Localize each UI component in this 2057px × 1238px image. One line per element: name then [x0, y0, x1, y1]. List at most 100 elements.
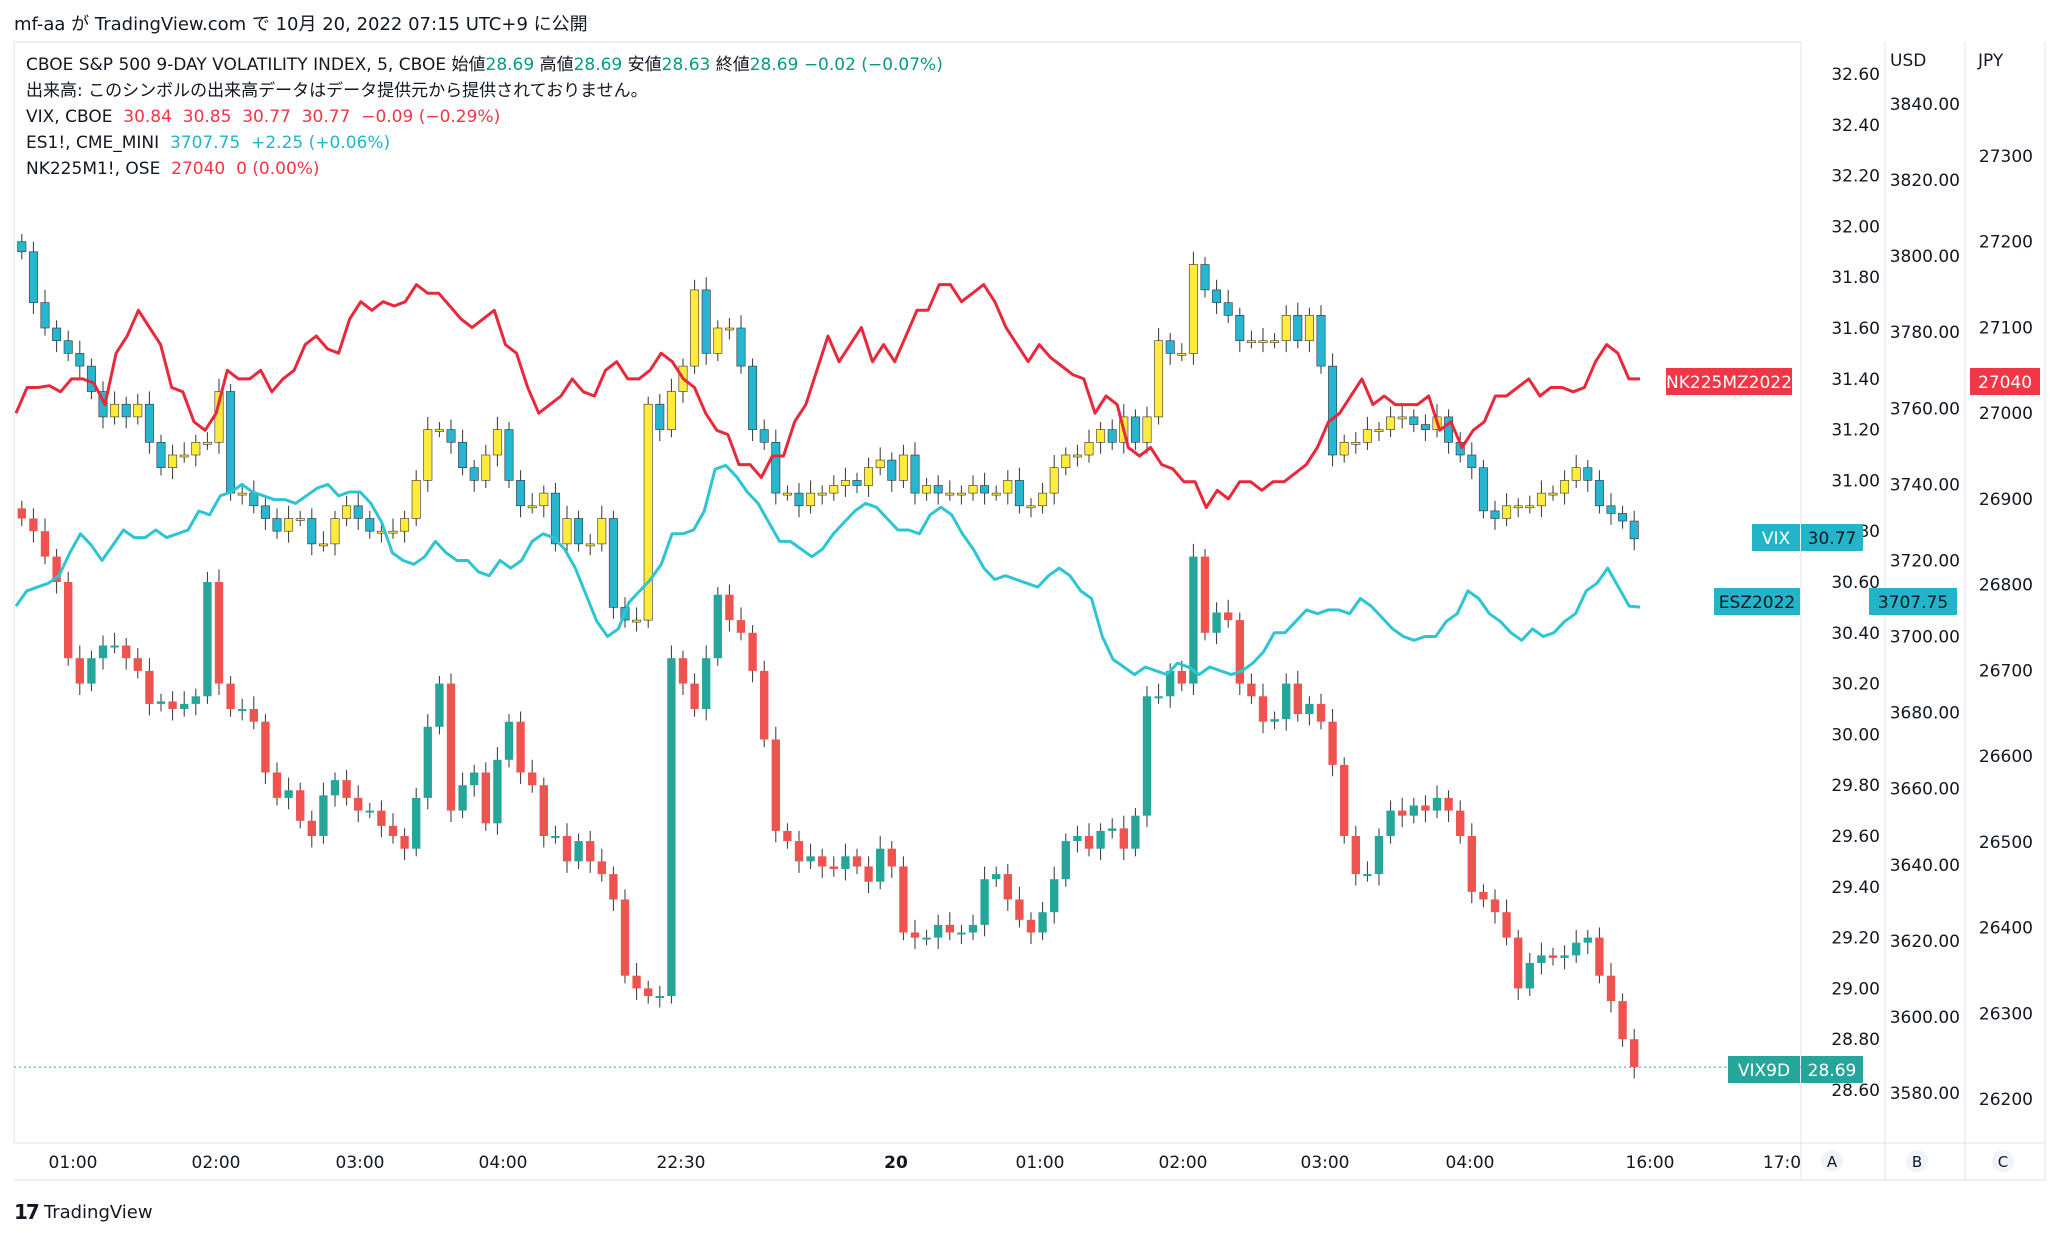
candle-body[interactable]	[458, 785, 467, 811]
candle-body[interactable]	[481, 454, 491, 481]
candle-body[interactable]	[272, 518, 282, 532]
candle-body[interactable]	[1583, 467, 1593, 481]
candle-body[interactable]	[1130, 416, 1140, 443]
candle-body[interactable]	[852, 856, 862, 867]
candle-body[interactable]	[1038, 912, 1047, 933]
candle-body[interactable]	[214, 582, 224, 684]
candle-body[interactable]	[1096, 830, 1105, 849]
candle-body[interactable]	[922, 485, 932, 494]
candle-body[interactable]	[388, 530, 398, 534]
candle-body[interactable]	[864, 467, 874, 486]
candle-body[interactable]	[562, 836, 572, 862]
candle-body[interactable]	[829, 485, 839, 494]
candle-body[interactable]	[1339, 441, 1349, 456]
left-scale-ticks[interactable]: 32.60 32.40 32.20 32.00 31.80 31.60 31.40 31.20…	[1831, 65, 1880, 1101]
candle-body[interactable]	[412, 797, 421, 849]
candle-body[interactable]	[632, 975, 641, 989]
candle-body[interactable]	[133, 403, 143, 418]
candle-body[interactable]	[806, 492, 816, 507]
candle-body[interactable]	[876, 848, 885, 882]
candle-body[interactable]	[203, 582, 212, 697]
candle-body[interactable]	[632, 619, 642, 623]
candle-body[interactable]	[1258, 696, 1268, 722]
candle-body[interactable]	[666, 391, 676, 430]
candle-body[interactable]	[353, 505, 363, 519]
candle-body[interactable]	[1490, 510, 1500, 519]
candle-body[interactable]	[307, 518, 317, 545]
candle-body[interactable]	[1618, 513, 1628, 522]
candle-body[interactable]	[144, 403, 154, 443]
candle-body[interactable]	[52, 327, 62, 341]
candle-body[interactable]	[1316, 314, 1326, 367]
candle-body[interactable]	[75, 353, 85, 367]
candle-body[interactable]	[817, 492, 827, 496]
candle-body[interactable]	[1386, 416, 1396, 430]
candle-body[interactable]	[934, 924, 943, 938]
candle-body[interactable]	[1502, 912, 1511, 938]
candle-body[interactable]	[1409, 416, 1419, 425]
candle-body[interactable]	[806, 856, 815, 862]
candle-body[interactable]	[713, 594, 722, 659]
candle-body[interactable]	[1281, 314, 1291, 341]
candle-body[interactable]	[818, 856, 827, 867]
candle-body[interactable]	[1247, 683, 1256, 697]
candle-body[interactable]	[1444, 797, 1453, 811]
candle-body[interactable]	[1351, 441, 1361, 445]
candle-body[interactable]	[1108, 828, 1117, 831]
candle-body[interactable]	[75, 658, 84, 684]
time-axis-ticks[interactable]: 01:00 02:00 03:00 04:00 22:30 20 01:00 02:00 03:…	[49, 1153, 1802, 1173]
candle-body[interactable]	[133, 658, 142, 671]
candle-body[interactable]	[1154, 340, 1164, 418]
vix-price-tag[interactable]: VIX 30.77	[1752, 524, 1863, 551]
candle-body[interactable]	[17, 241, 27, 253]
candle-body[interactable]	[1061, 454, 1071, 468]
candle-body[interactable]	[1107, 429, 1117, 443]
candle-body[interactable]	[1571, 467, 1581, 481]
candle-body[interactable]	[957, 932, 966, 935]
candle-body[interactable]	[249, 709, 258, 722]
candle-body[interactable]	[1049, 467, 1059, 494]
candle-body[interactable]	[1595, 937, 1604, 976]
candle-body[interactable]	[110, 403, 120, 418]
candle-body[interactable]	[1467, 454, 1477, 468]
candle-body[interactable]	[1235, 314, 1245, 341]
candle-body[interactable]	[864, 866, 873, 882]
candle-body[interactable]	[1479, 891, 1488, 900]
candle-body[interactable]	[307, 820, 316, 836]
candle-body[interactable]	[887, 848, 896, 867]
candle-body[interactable]	[644, 988, 653, 997]
candle-body[interactable]	[980, 485, 990, 494]
candle-body[interactable]	[1548, 492, 1558, 496]
candle-body[interactable]	[1560, 955, 1569, 958]
candle-body[interactable]	[1142, 416, 1152, 443]
candle-body[interactable]	[1026, 505, 1036, 509]
candle-body[interactable]	[1061, 841, 1070, 880]
candle-body[interactable]	[295, 518, 305, 521]
candle-body[interactable]	[1177, 353, 1187, 356]
candle-body[interactable]	[28, 251, 38, 303]
candle-body[interactable]	[1420, 424, 1430, 430]
candle-body[interactable]	[1398, 810, 1407, 816]
candle-body[interactable]	[98, 645, 108, 659]
candle-body[interactable]	[968, 924, 978, 933]
candle-body[interactable]	[550, 492, 560, 545]
candle-body[interactable]	[1270, 719, 1279, 722]
candle-body[interactable]	[574, 841, 583, 862]
candle-body[interactable]	[933, 485, 943, 494]
candle-body[interactable]	[910, 932, 920, 938]
candle-body[interactable]	[1397, 416, 1407, 420]
candle-body[interactable]	[434, 429, 444, 432]
candle-body[interactable]	[318, 543, 328, 547]
candle-body[interactable]	[226, 683, 235, 709]
candle-body[interactable]	[609, 874, 618, 900]
candle-body[interactable]	[1594, 480, 1604, 507]
candle-body[interactable]	[179, 454, 189, 458]
candle-body[interactable]	[1525, 505, 1535, 509]
candle-body[interactable]	[887, 459, 897, 481]
candle-body[interactable]	[492, 429, 502, 456]
candle-body[interactable]	[702, 658, 711, 709]
candle-body[interactable]	[504, 721, 514, 760]
candle-body[interactable]	[551, 836, 560, 838]
candle-body[interactable]	[1305, 703, 1314, 715]
